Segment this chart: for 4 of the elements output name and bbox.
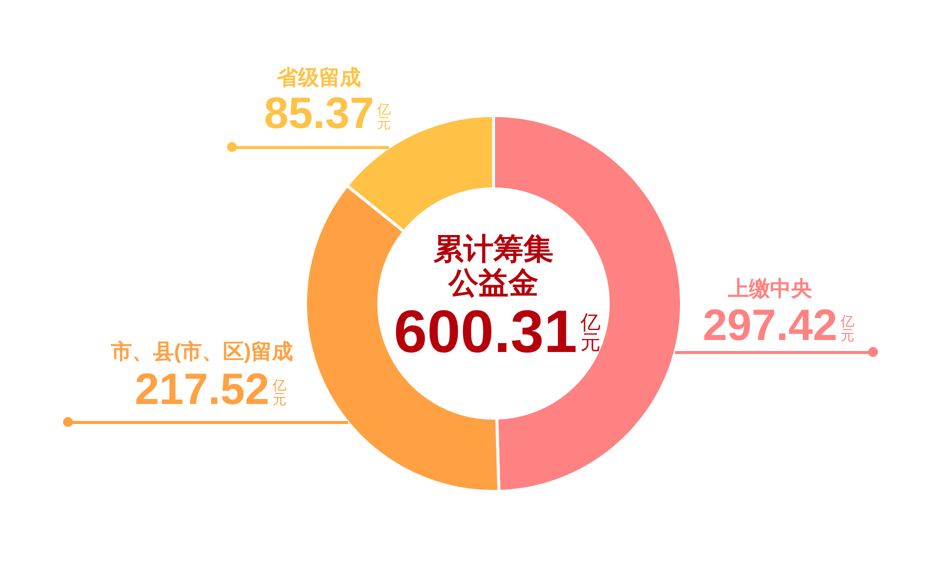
slice-label: 省级留成 — [277, 66, 361, 90]
slice-label: 市、县(市、区)留成 — [111, 340, 293, 364]
text: 累计筹集公益金 — [432, 232, 554, 300]
slice-label: 上缴中央 — [728, 278, 812, 300]
